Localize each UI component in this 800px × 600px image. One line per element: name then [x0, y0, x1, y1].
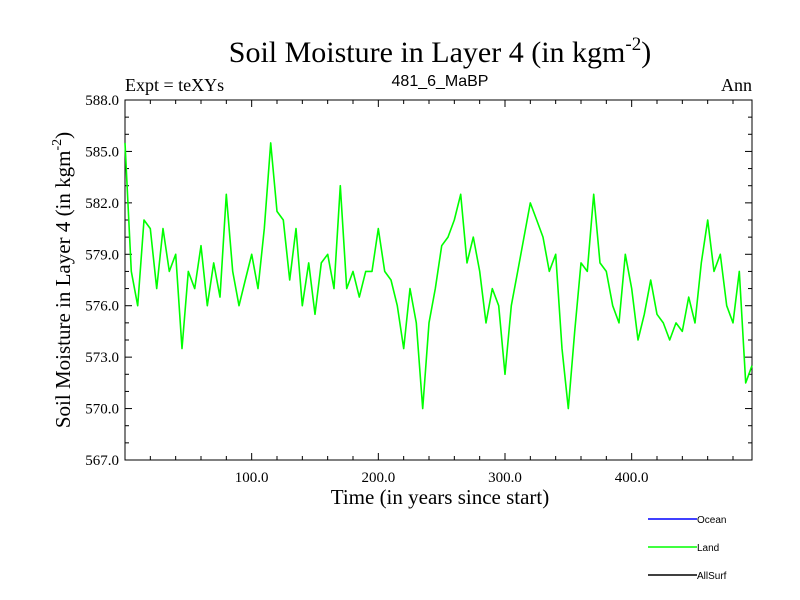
y-tick-label: 588.0	[85, 93, 119, 109]
y-axis-label-sup: -2	[50, 139, 65, 151]
chart-title-sup: -2	[625, 34, 641, 55]
x-tick-label: 100.0	[235, 470, 269, 486]
y-axis-label-close: )	[51, 132, 75, 139]
subtitle-right: Ann	[721, 75, 752, 95]
chart-title: Soil Moisture in Layer 4 (in kgm-2)	[229, 34, 651, 69]
x-axis: 100.0 200.0 300.0 400.0	[149, 100, 734, 486]
legend-label-land: Land	[697, 543, 719, 554]
chart-title-close: )	[641, 36, 651, 69]
legend-label-ocean: Ocean	[697, 515, 726, 526]
y-tick-label: 579.0	[85, 247, 119, 263]
legend-label-allsurf: AllSurf	[697, 571, 727, 582]
plot-frame	[124, 99, 753, 461]
y-tick-label: 576.0	[85, 299, 119, 315]
subtitle-center: 481_6_MaBP	[392, 73, 489, 90]
y-axis-label-main: Soil Moisture in Layer 4 (in kgm	[51, 151, 75, 429]
y-tick-label: 585.0	[85, 144, 119, 160]
x-tick-label: 300.0	[488, 470, 522, 486]
x-tick-label: 200.0	[361, 470, 395, 486]
y-tick-label: 570.0	[85, 402, 119, 418]
legend: Ocean Land AllSurf	[648, 515, 727, 582]
series-line-land	[124, 142, 753, 410]
series-layer	[124, 142, 753, 410]
x-axis-label: Time (in years since start)	[331, 485, 550, 509]
y-tick-label: 582.0	[85, 196, 119, 212]
y-tick-label: 573.0	[85, 350, 119, 366]
subtitle-left: Expt = teXYs	[125, 75, 224, 95]
y-tick-label: 567.0	[85, 453, 119, 469]
chart-title-main: Soil Moisture in Layer 4 (in kgm	[229, 36, 626, 69]
y-axis-label: Soil Moisture in Layer 4 (in kgm-2)	[50, 132, 75, 428]
x-tick-label: 400.0	[615, 470, 649, 486]
y-axis: 567.0 570.0 573.0 576.0 579.0 582.0 585.0 588.0	[85, 93, 752, 469]
